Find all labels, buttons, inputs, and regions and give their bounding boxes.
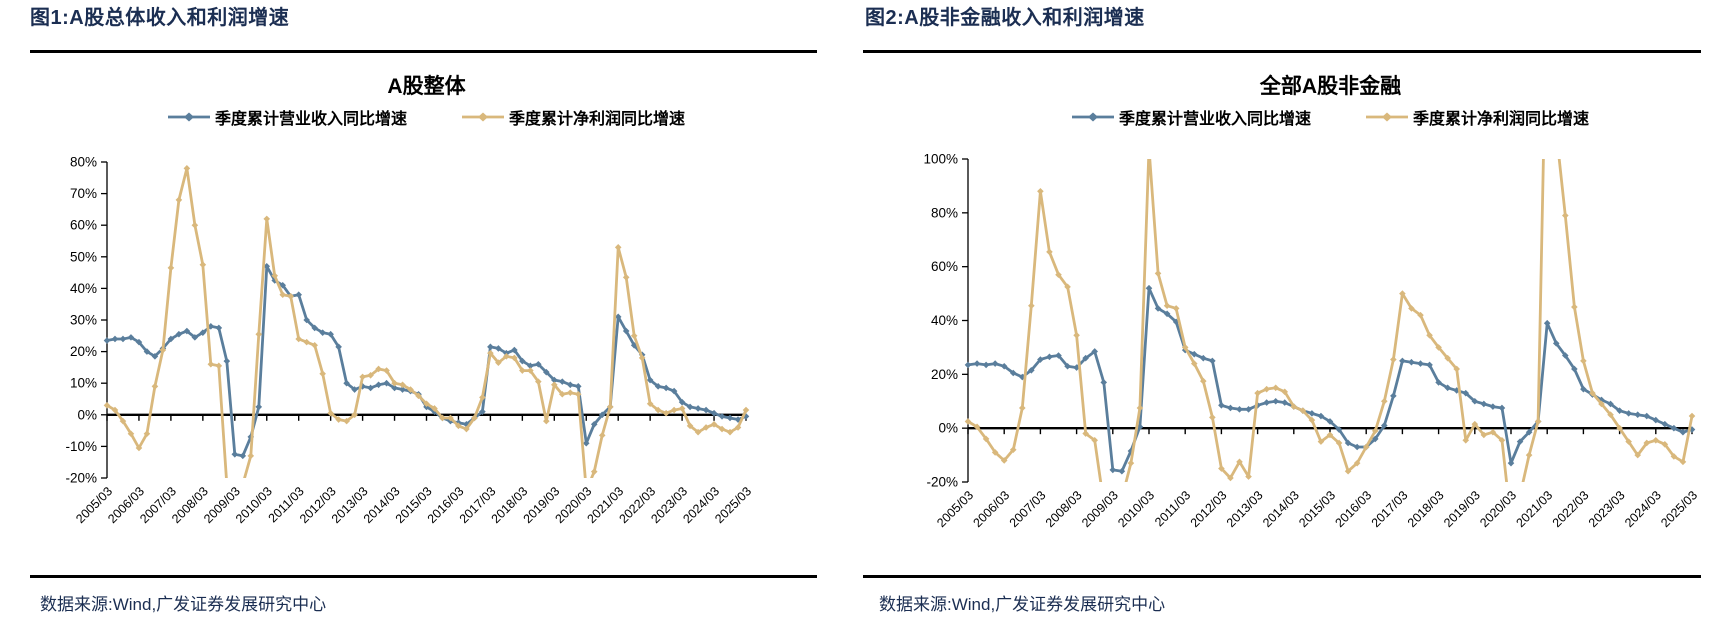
- chart-2-legend: 季度累计营业收入同比增速 季度累计净利润同比增速: [947, 105, 1714, 129]
- y-axis-label: 60%: [70, 218, 97, 233]
- x-axis-label: 2008/03: [1043, 488, 1085, 530]
- y-axis-label: 80%: [931, 205, 958, 220]
- legend-item-profit: 季度累计净利润同比增速: [1366, 105, 1589, 129]
- chart-2-title: 全部A股非金融: [1259, 75, 1402, 98]
- figure-1-header-divider: [30, 50, 817, 53]
- y-axis-label: 0%: [77, 407, 97, 422]
- y-axis-label: 40%: [931, 313, 958, 328]
- y-axis-label: -10%: [65, 439, 97, 454]
- legend-item-profit: 季度累计净利润同比增速: [462, 105, 685, 129]
- y-axis-label: 60%: [931, 259, 958, 274]
- profit-series-line: [105, 166, 748, 478]
- figure-1-title: 图1:A股总体收入和利润增速: [30, 7, 290, 29]
- legend-item-revenue: 季度累计营业收入同比增速: [1071, 105, 1311, 129]
- chart-1-legend: 季度累计营业收入同比增速 季度累计净利润同比增速: [0, 105, 853, 129]
- revenue-line-marker-icon: [167, 112, 210, 122]
- figure-2-title: 图2:A股非金融收入和利润增速: [865, 7, 1145, 29]
- y-axis-label: 50%: [70, 249, 97, 264]
- profit-series-markers: [103, 165, 750, 475]
- revenue-series-line: [105, 264, 748, 458]
- figure-2-source-note: 数据来源:Wind,广发证券发展研究中心: [879, 595, 1166, 614]
- line-chart-a-share-nonfinancial: 100% 80% 60% 40% 20% 0% -20%2005/032006/032007…: [923, 152, 1700, 531]
- figure-2-panel: 图2:A股非金融收入和利润增速 全部A股非金融 季度累计营业收入同比增速 季度累…: [857, 0, 1714, 632]
- revenue-line-marker-icon: [1071, 112, 1114, 122]
- x-axis-label: 2018/03: [1405, 488, 1447, 530]
- x-axis-label: 2013/03: [1224, 488, 1266, 530]
- x-axis-label: 2005/03: [934, 488, 976, 530]
- figure-2-footer-divider: [863, 575, 1701, 578]
- legend-item-revenue: 季度累计营业收入同比增速: [167, 105, 407, 129]
- y-axis-label: 30%: [70, 313, 97, 328]
- y-axis-label: 70%: [70, 186, 97, 201]
- chart-1-title: A股整体: [387, 75, 466, 98]
- x-axis-label: 2006/03: [970, 488, 1012, 530]
- profit-series-line: [966, 159, 1694, 482]
- line-chart-a-share-overall: 80%70%60%50%40%30%20%10%0%-10%-20%2005/0…: [65, 155, 754, 527]
- revenue-series-markers: [103, 262, 750, 460]
- legend-label-profit: 季度累计净利润同比增速: [1413, 111, 1590, 128]
- x-axis-label: 2009/03: [1079, 488, 1121, 530]
- figure-1-footer-divider: [30, 575, 817, 578]
- x-axis-label: 2020/03: [1477, 488, 1519, 530]
- x-axis-label: 2022/03: [1550, 488, 1592, 530]
- x-axis-label: 2019/03: [1441, 488, 1483, 530]
- x-axis-label: 2016/03: [1332, 488, 1374, 530]
- x-axis-label: 2024/03: [1622, 488, 1664, 530]
- y-axis-label: 10%: [70, 376, 97, 391]
- profit-line-marker-icon: [1366, 112, 1408, 122]
- x-axis-label: 2010/03: [1115, 488, 1157, 530]
- x-axis-label: 2021/03: [1513, 488, 1555, 530]
- legend-label-profit: 季度累计净利润同比增速: [509, 111, 686, 128]
- legend-label-revenue: 季度累计营业收入同比增速: [214, 111, 407, 128]
- revenue-series-markers: [964, 284, 1696, 475]
- figure-1-source-note: 数据来源:Wind,广发证券发展研究中心: [40, 595, 327, 614]
- x-axis-label: 2017/03: [1369, 488, 1411, 530]
- x-axis-label: 2015/03: [1296, 488, 1338, 530]
- figure-2-header-divider: [863, 50, 1701, 53]
- legend-label-revenue: 季度累计营业收入同比增速: [1118, 111, 1311, 128]
- y-axis-label: 40%: [70, 281, 97, 296]
- x-axis-label: 2007/03: [1007, 488, 1049, 530]
- x-axis-label: 2011/03: [1152, 488, 1193, 529]
- y-axis-label: 0%: [938, 421, 958, 436]
- revenue-series-line: [966, 286, 1694, 473]
- x-axis-label: 2014/03: [1260, 488, 1302, 530]
- y-axis-label: 20%: [70, 344, 97, 359]
- x-axis-label: 2025/03: [1658, 488, 1700, 530]
- figure-1-panel: 图1:A股总体收入和利润增速 A股整体 季度累计营业收入同比增速 季度累计净利润…: [0, 7, 853, 614]
- profit-line-marker-icon: [462, 112, 504, 122]
- y-axis-label: 100%: [923, 152, 958, 167]
- y-axis-label: 20%: [931, 367, 958, 382]
- x-axis-label: 2023/03: [1586, 488, 1628, 530]
- y-axis-label: -20%: [65, 471, 97, 486]
- y-axis-label: 80%: [70, 155, 97, 170]
- y-axis-label: -20%: [926, 475, 958, 490]
- x-axis-label: 2025/03: [712, 484, 754, 526]
- profit-series-markers: [964, 188, 1696, 482]
- x-axis-label: 2012/03: [1188, 488, 1230, 530]
